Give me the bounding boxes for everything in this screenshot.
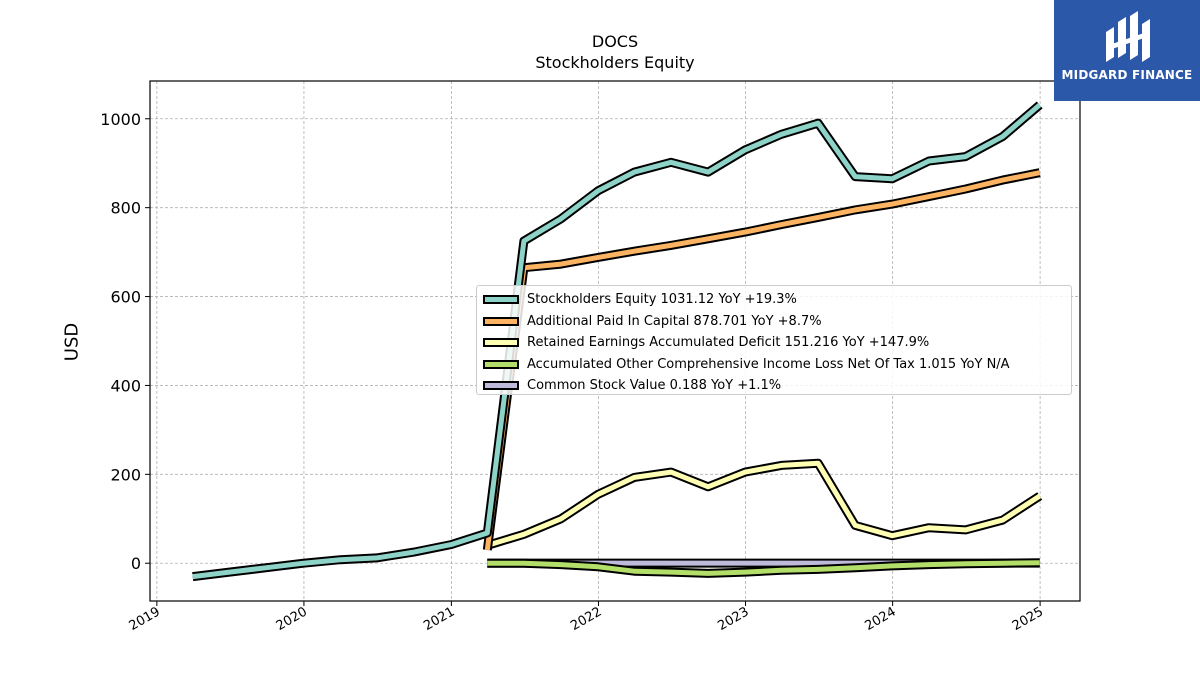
x-tick-label: 2025 [1010, 604, 1046, 634]
y-tick-label: 0 [131, 554, 141, 573]
legend-item: Accumulated Other Comprehensive Income L… [483, 354, 1065, 376]
legend-swatch [483, 295, 519, 305]
x-tick-label: 2024 [862, 604, 898, 634]
logo-text: MIDGARD FINANCE [1061, 68, 1193, 82]
legend: Stockholders Equity 1031.12 YoY +19.3% Ad… [476, 285, 1072, 395]
y-tick-label: 200 [110, 465, 141, 484]
legend-item: Additional Paid In Capital 878.701 YoY +… [483, 311, 1065, 333]
legend-swatch [483, 316, 519, 326]
legend-item: Stockholders Equity 1031.12 YoY +19.3% [483, 289, 1065, 311]
legend-item: Common Stock Value 0.188 YoY +1.1% [483, 375, 1065, 397]
legend-swatch [483, 338, 519, 348]
x-tick-label: 2021 [421, 604, 457, 634]
y-axis: 0 200 400 600 800 1000 [100, 110, 150, 573]
series-line [484, 170, 1041, 551]
y-tick-label: 800 [110, 199, 141, 218]
x-tick-label: 2023 [715, 604, 751, 634]
x-axis: 2019 2020 2021 2022 2023 2024 2025 [127, 601, 1046, 634]
y-axis-label: USD [61, 322, 83, 362]
y-tick-label: 1000 [100, 110, 141, 129]
x-tick-label: 2022 [568, 604, 604, 634]
y-tick-label: 600 [110, 288, 141, 307]
series-line [486, 460, 1042, 548]
legend-label: Stockholders Equity 1031.12 YoY +19.3% [527, 292, 797, 308]
y-tick-label: 400 [110, 376, 141, 395]
brand-logo: MIDGARD FINANCE [1054, 0, 1200, 101]
series-line [487, 560, 1040, 576]
legend-swatch [483, 359, 519, 369]
series-layer [192, 101, 1043, 582]
legend-label: Common Stock Value 0.188 YoY +1.1% [527, 378, 782, 394]
legend-label: Additional Paid In Capital 878.701 YoY +… [527, 313, 822, 329]
series-line [192, 102, 1042, 580]
chart-title: DOCS [591, 32, 639, 51]
legend-swatch [483, 381, 519, 391]
x-tick-label: 2020 [274, 604, 310, 634]
x-tick-label: 2019 [127, 604, 163, 634]
legend-label: Retained Earnings Accumulated Deficit 15… [527, 335, 930, 351]
logo-mark-icon [1106, 11, 1150, 62]
series-outline [485, 458, 1043, 550]
legend-item: Retained Earnings Accumulated Deficit 15… [483, 332, 1065, 354]
plot-frame [149, 80, 1081, 602]
chart-subtitle: Stockholders Equity [535, 53, 695, 72]
legend-label: Accumulated Other Comprehensive Income L… [527, 356, 1010, 372]
